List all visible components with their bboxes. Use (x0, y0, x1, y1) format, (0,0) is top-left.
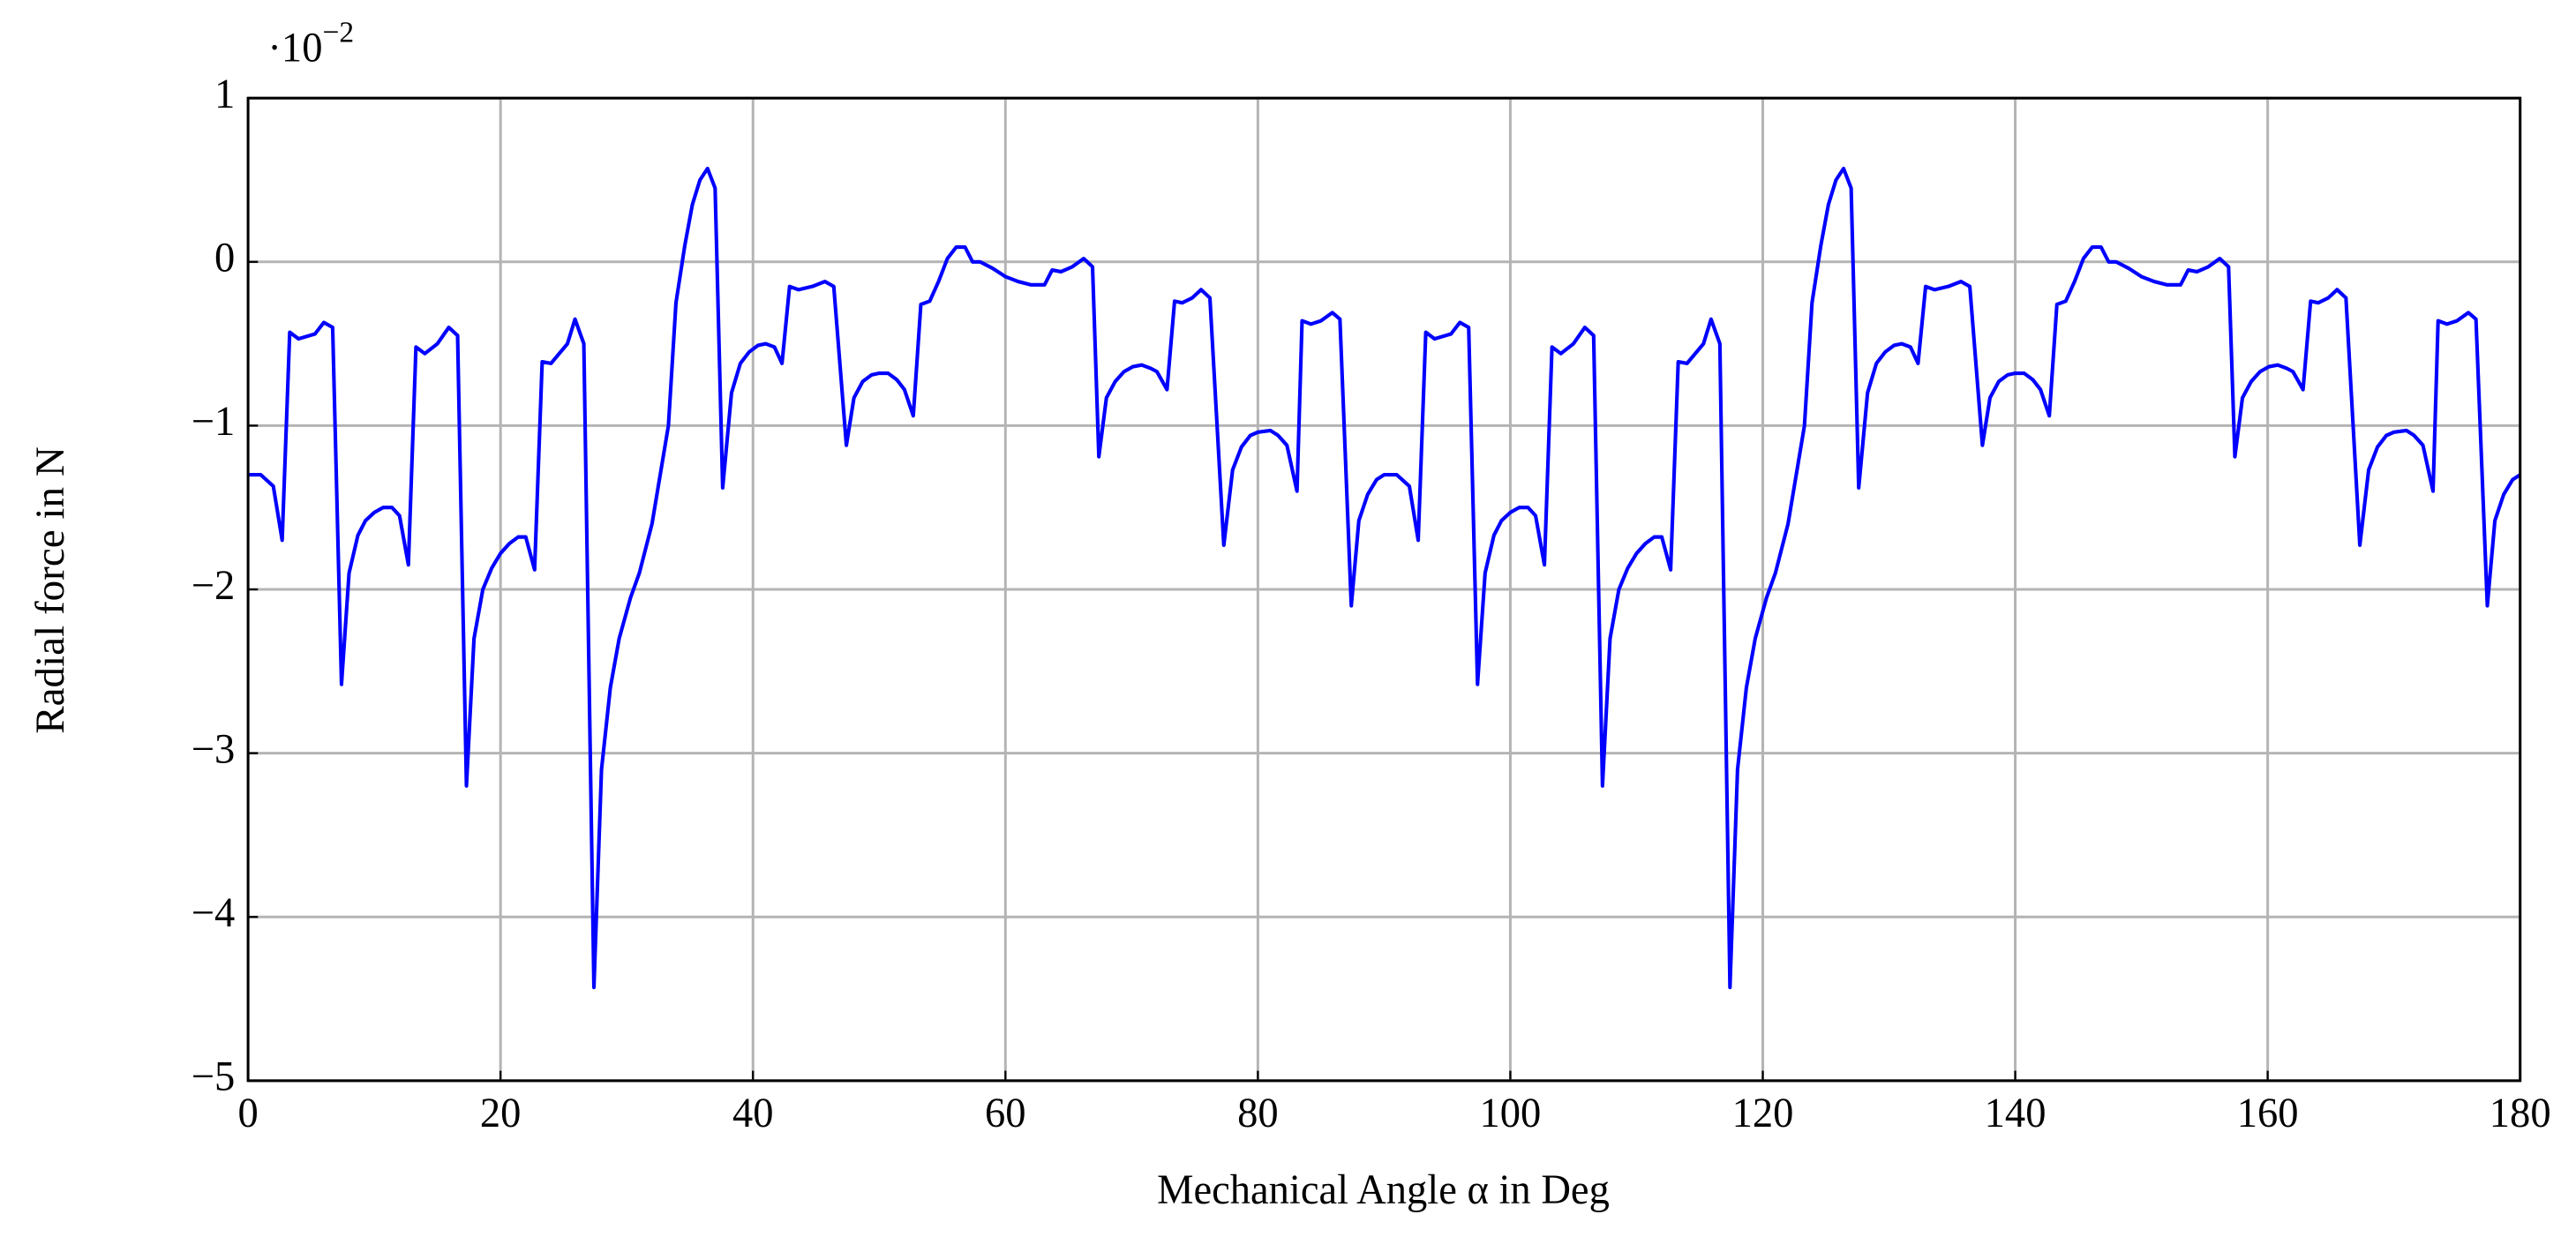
data-line (248, 166, 2521, 990)
y-multiplier: ·10−2 (267, 16, 354, 71)
y-tick-label: −3 (192, 726, 236, 772)
x-tick-label: 0 (237, 1091, 258, 1136)
multiplier-exponent: −2 (322, 16, 354, 49)
y-tick-label: 1 (214, 71, 235, 117)
plot-frame (246, 96, 2522, 1083)
x-tick-label: 40 (732, 1091, 774, 1136)
x-tick-label: 80 (1237, 1091, 1279, 1136)
y-tick-label: −1 (192, 399, 236, 445)
x-tick-label: 20 (480, 1091, 522, 1136)
y-tick-label: −2 (192, 563, 236, 609)
x-tick-label: 160 (2237, 1091, 2299, 1136)
y-tick-label: −5 (192, 1053, 236, 1099)
multiplier-base: ·10 (267, 25, 322, 71)
x-tick-label: 120 (1732, 1091, 1794, 1136)
x-tick-label: 140 (1985, 1091, 2047, 1136)
y-axis-label: Radial force in N (27, 446, 73, 734)
x-tick-label: 180 (2490, 1091, 2551, 1136)
x-axis-label: Mechanical Angle α in Deg (1157, 1167, 1610, 1213)
x-tick-label: 100 (1480, 1091, 1542, 1136)
y-tick-label: 0 (214, 235, 235, 281)
x-tick-label: 60 (985, 1091, 1026, 1136)
y-tick-label: −4 (192, 890, 236, 936)
